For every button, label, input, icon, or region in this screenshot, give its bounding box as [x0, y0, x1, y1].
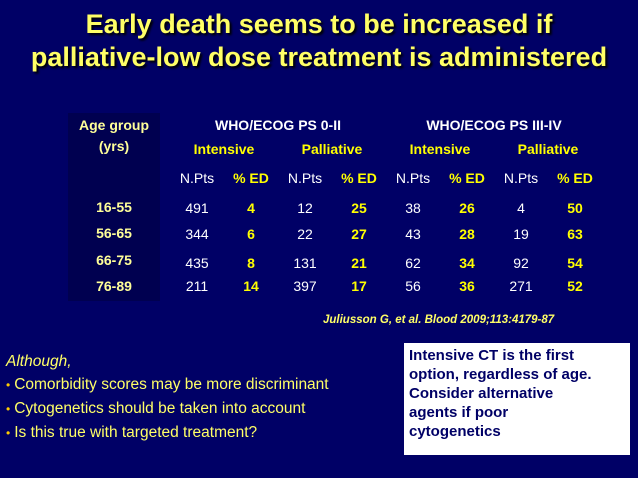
table-cell: 34 — [459, 255, 475, 271]
age-group-cell: 76-89 — [96, 278, 132, 294]
slide-title: Early death seems to be increased if pal… — [0, 8, 638, 74]
bullet-icon: • — [6, 426, 11, 440]
age-group-column-bg — [68, 113, 160, 301]
list-item: • Comorbidity scores may be more discrimi… — [6, 373, 329, 397]
treatment-header: Palliative — [301, 141, 363, 157]
column-label: N.Pts — [395, 170, 431, 186]
table-cell: 63 — [567, 226, 583, 242]
table-cell: 25 — [351, 200, 367, 216]
table-cell: 19 — [513, 226, 529, 242]
table-cell: 4 — [247, 200, 255, 216]
table-cell: 36 — [459, 278, 475, 294]
table-cell: 22 — [297, 226, 313, 242]
table-cell: 54 — [567, 255, 583, 271]
citation: Juliusson G, et al. Blood 2009;113:4179-… — [323, 314, 555, 326]
notes-lead: Although, — [6, 353, 72, 370]
table-cell: 56 — [405, 278, 421, 294]
list-item-text: Cytogenetics should be taken into accoun… — [14, 400, 306, 417]
treatment-header: Intensive — [409, 141, 471, 157]
column-label: N.Pts — [503, 170, 539, 186]
table-cell: 211 — [185, 278, 209, 294]
age-group-unit: (yrs) — [98, 138, 130, 154]
table-cell: 8 — [247, 255, 255, 271]
table-cell: 21 — [351, 255, 367, 271]
list-item: • Cytogenetics should be taken into accou… — [6, 397, 329, 421]
table-cell: 6 — [247, 226, 255, 242]
column-label: % ED — [449, 170, 485, 186]
age-group-cell: 66-75 — [96, 252, 132, 268]
callout-line: cytogenetics — [409, 423, 501, 440]
table-cell: 17 — [351, 278, 367, 294]
notes-list: Although, • Comorbidity scores may be mor… — [6, 350, 329, 445]
table-cell: 27 — [351, 226, 367, 242]
table-cell: 62 — [405, 255, 421, 271]
table-cell: 271 — [509, 278, 533, 294]
treatment-header: Intensive — [193, 141, 255, 157]
table-cell: 344 — [185, 226, 209, 242]
table-cell: 397 — [293, 278, 317, 294]
title-line-1: Early death seems to be increased if — [85, 9, 553, 39]
table-cell: 50 — [567, 200, 583, 216]
list-item-text: Is this true with targeted treatment? — [14, 424, 258, 441]
table-cell: 26 — [459, 200, 475, 216]
conclusion-callout: Intensive CT is the first option, regard… — [404, 343, 630, 455]
callout-line: Intensive CT is the first — [409, 347, 575, 364]
table-cell: 38 — [405, 200, 421, 216]
callout-line: Consider alternative — [409, 385, 554, 402]
list-item-text: Comorbidity scores may be more discrimin… — [14, 376, 329, 393]
column-label: N.Pts — [179, 170, 215, 186]
group-header-ps-3-4: WHO/ECOG PS III-IV — [426, 117, 562, 133]
age-group-header: Age group — [79, 117, 149, 133]
treatment-header: Palliative — [517, 141, 579, 157]
table-cell: 491 — [185, 200, 209, 216]
callout-line: agents if poor — [409, 404, 509, 421]
bullet-icon: • — [6, 402, 11, 416]
age-group-cell: 16-55 — [96, 199, 132, 215]
column-label: N.Pts — [287, 170, 323, 186]
table-cell: 43 — [405, 226, 421, 242]
age-group-cell: 56-65 — [96, 225, 132, 241]
group-header-ps-0-2: WHO/ECOG PS 0-II — [214, 117, 341, 133]
table-cell: 92 — [513, 255, 529, 271]
column-label: % ED — [233, 170, 269, 186]
title-line-2: palliative-low dose treatment is adminis… — [30, 42, 608, 72]
table-cell: 52 — [567, 278, 583, 294]
table-cell: 12 — [297, 200, 313, 216]
table-cell: 131 — [293, 255, 317, 271]
bullet-icon: • — [6, 378, 11, 392]
column-label: % ED — [557, 170, 593, 186]
table-cell: 4 — [517, 200, 525, 216]
column-label: % ED — [341, 170, 377, 186]
list-item: • Is this true with targeted treatment? — [6, 421, 329, 445]
table-cell: 435 — [185, 255, 209, 271]
table-cell: 28 — [459, 226, 475, 242]
callout-line: option, regardless of age. — [409, 366, 592, 383]
table-cell: 14 — [243, 278, 259, 294]
